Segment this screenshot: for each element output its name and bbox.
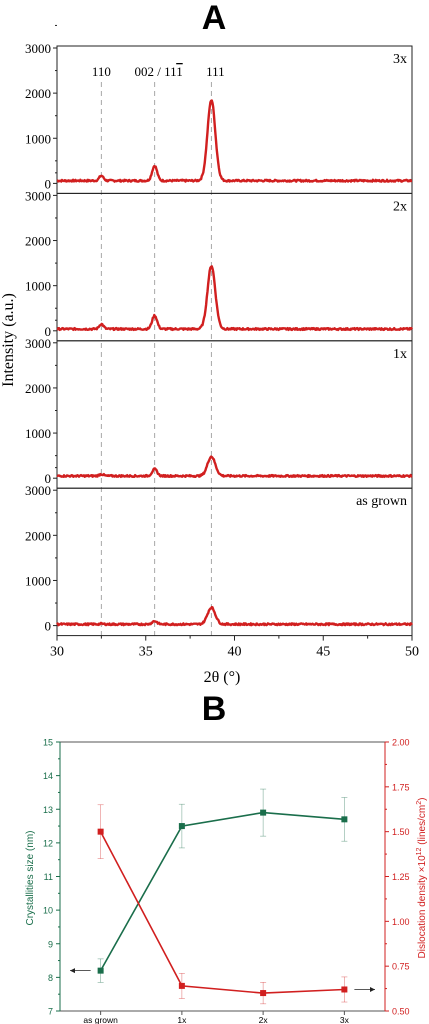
panel-a-x-axis-label: 2θ (°) — [204, 669, 241, 686]
right-axis-label-unit-exp: 2 — [416, 801, 423, 805]
panel-frame — [56, 192, 413, 342]
reference-label-002-text: 002 / 11 — [135, 64, 177, 79]
panel-frame — [56, 340, 413, 489]
y-tick-label: 0 — [45, 619, 52, 634]
y-tick-label: 1000 — [25, 279, 51, 294]
panel-b-left-y-axis-label: Crystallities size (nm) — [25, 830, 36, 925]
left-data-point — [341, 816, 348, 823]
left-y-tick-label: 14 — [43, 771, 53, 781]
x-tick-label: 50 — [405, 645, 419, 660]
reference-label-002-bar: 1 — [176, 64, 183, 79]
left-data-point — [260, 809, 267, 816]
y-tick-label: 3000 — [25, 336, 51, 351]
right-y-tick-label: 1.75 — [392, 782, 410, 792]
xrd-trace — [56, 265, 414, 332]
y-tick-label: 0 — [45, 471, 52, 486]
x-tick-label: 40 — [228, 645, 242, 660]
right-axis-label-close: ) — [417, 798, 428, 801]
right-y-tick-label: 1.25 — [392, 872, 410, 882]
reference-label-110: 110 — [92, 64, 111, 79]
right-axis-label-unit: (lines/cm — [417, 805, 428, 848]
right-y-tick-label: 2.00 — [392, 738, 410, 748]
xrd-trace — [56, 99, 413, 183]
y-tick-label: 2000 — [25, 234, 51, 249]
left-axis-arrow-head — [70, 968, 75, 974]
right-y-tick-label: 1.50 — [392, 827, 410, 837]
x-category-label: 1x — [177, 1015, 187, 1024]
right-data-point — [260, 990, 267, 997]
left-y-tick-label: 9 — [48, 939, 53, 949]
right-y-tick-label: 1.00 — [392, 917, 410, 927]
right-axis-label-base: Dislocation density ×10 — [417, 855, 428, 959]
left-y-tick-label: 10 — [43, 906, 53, 916]
series-label: as grown — [356, 494, 407, 509]
y-tick-label: 0 — [45, 176, 52, 191]
x-tick-label: 30 — [50, 645, 64, 660]
panel-a-y-axis-label: Intensity (a.u.) — [0, 293, 17, 387]
y-tick-label: 3000 — [25, 483, 51, 498]
x-category-label: as grown — [83, 1015, 118, 1024]
right-y-tick-label: 0.75 — [392, 962, 410, 972]
left-data-point — [97, 967, 104, 974]
y-tick-label: 3000 — [25, 41, 51, 56]
y-tick-label: 2000 — [25, 86, 51, 101]
panel-frame — [56, 487, 413, 637]
y-tick-label: 2000 — [25, 381, 51, 396]
right-axis-arrow-head — [370, 986, 375, 992]
y-tick-label: 1000 — [25, 426, 51, 441]
left-y-tick-label: 13 — [43, 805, 53, 815]
right-data-point — [97, 828, 104, 835]
panel-b-right-y-axis-label: Dislocation density ×1012 (lines/cm2) — [416, 798, 428, 959]
y-tick-label: 0 — [45, 324, 52, 339]
panel-b-size-dislocation-chart: 7 8 9 10 11 12 13 14 15 0.50 0.75 1.00 1.25 1.50 1.75 2… — [43, 738, 410, 1024]
left-y-tick-label: 7 — [48, 1007, 53, 1017]
right-series-line — [99, 831, 345, 994]
left-y-tick-label: 11 — [44, 872, 53, 882]
y-tick-label: 1000 — [25, 131, 51, 146]
left-series-line — [99, 811, 345, 971]
x-tick-label: 35 — [139, 645, 153, 660]
left-data-point — [178, 823, 185, 830]
left-y-tick-label: 15 — [43, 738, 53, 748]
reference-label-002: 002 / 111 — [135, 64, 183, 79]
series-label: 1x — [393, 347, 407, 362]
panel-a-label: A — [202, 0, 227, 37]
y-tick-label: 1000 — [25, 573, 51, 588]
reference-label-111: 111 — [206, 64, 225, 79]
y-tick-label: 3000 — [25, 188, 51, 203]
series-label: 3x — [393, 52, 407, 67]
xrd-trace — [56, 455, 413, 478]
xrd-trace — [56, 605, 413, 627]
x-category-label: 3x — [340, 1015, 350, 1024]
x-category-label: 2x — [259, 1015, 269, 1024]
right-data-point — [341, 986, 348, 993]
panel-a-xrd-chart: 110 002 / 111 11101000200030003x0100020003… — [25, 24, 419, 660]
panel-b-label: B — [202, 690, 227, 728]
left-y-tick-label: 12 — [43, 838, 53, 848]
right-y-tick-label: 0.50 — [392, 1007, 410, 1017]
left-y-tick-label: 8 — [48, 973, 53, 983]
right-data-point — [178, 982, 185, 989]
right-axis-label-exp: 12 — [416, 847, 423, 855]
series-label: 2x — [393, 199, 407, 214]
y-tick-label: 2000 — [25, 528, 51, 543]
x-tick-label: 45 — [316, 645, 330, 660]
